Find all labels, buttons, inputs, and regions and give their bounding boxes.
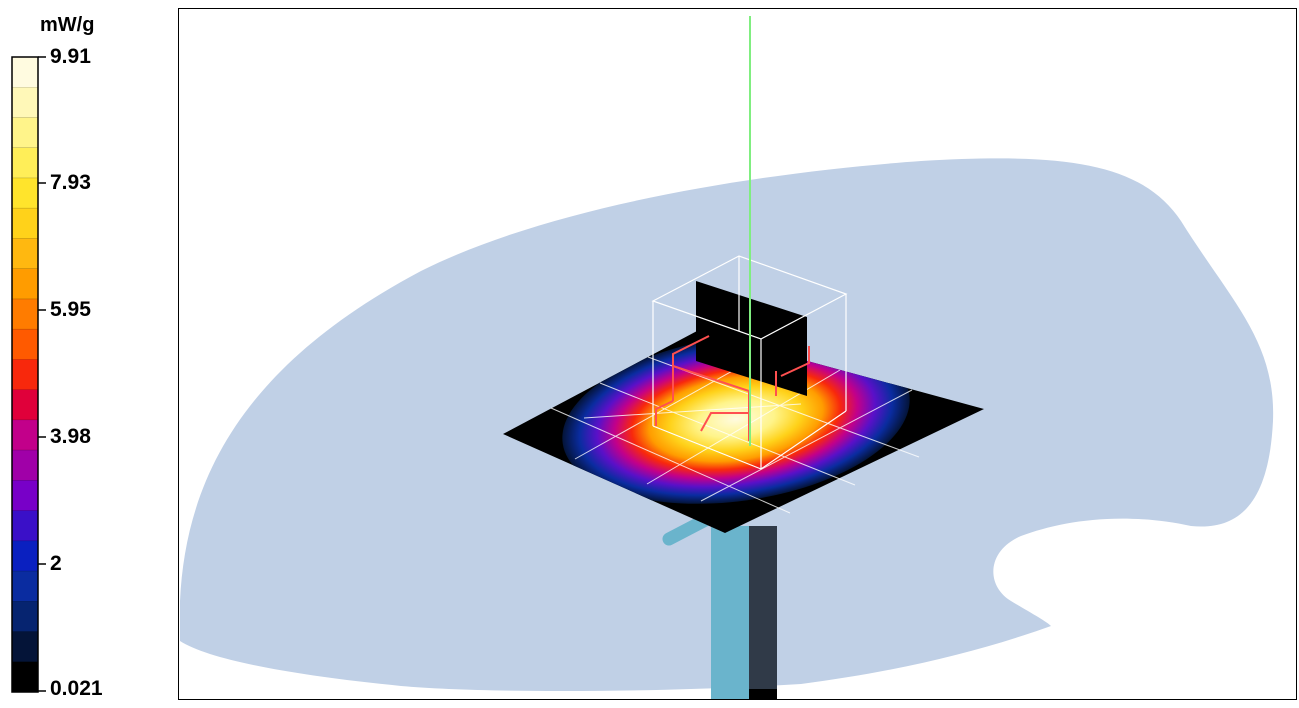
support-post	[711, 526, 749, 699]
colorbar-unit-label: mW/g	[40, 14, 95, 36]
colorbar-tick: 7.93	[50, 171, 91, 194]
colorbar-band	[12, 661, 38, 693]
colorbar-band	[12, 631, 38, 663]
colorbar-band	[12, 389, 38, 421]
phone-panel	[696, 281, 807, 396]
3d-viewport[interactable]	[178, 8, 1297, 700]
colorbar-band	[12, 208, 38, 239]
colorbar-tick-min: 0.021	[50, 677, 103, 700]
support-post-shadow	[749, 526, 777, 699]
sar-scene	[180, 16, 1274, 699]
colorbar-band	[12, 117, 38, 149]
wireframe-box	[651, 255, 848, 470]
colorbar-band	[12, 450, 38, 481]
colorbar-band	[12, 540, 38, 572]
colorbar-band	[12, 419, 38, 451]
colorbar-band	[12, 601, 38, 633]
colorbar-tick: 5.95	[50, 298, 91, 321]
colorbar-band	[12, 238, 38, 270]
colorbar-band	[12, 177, 38, 209]
colorbar-tick-max: 9.91	[50, 45, 91, 68]
colorbar-scale	[11, 56, 46, 693]
colorbar-band	[12, 298, 38, 330]
colorbar-band	[12, 87, 38, 118]
colorbar-band	[12, 57, 38, 88]
colorbar-band	[12, 510, 38, 542]
sar-distribution	[562, 334, 910, 504]
colorbar-band	[12, 268, 38, 300]
colorbar-band	[12, 571, 38, 602]
colorbar-tick: 2	[50, 552, 62, 575]
colorbar-band	[12, 359, 38, 391]
colorbar-band	[12, 329, 38, 360]
color-legend: mW/g 9.91 7.93 5.95 3.98 2 0.021	[0, 0, 175, 703]
colorbar-band	[12, 147, 38, 179]
colorbar-tick: 3.98	[50, 425, 91, 448]
colorbar-band	[12, 480, 38, 512]
